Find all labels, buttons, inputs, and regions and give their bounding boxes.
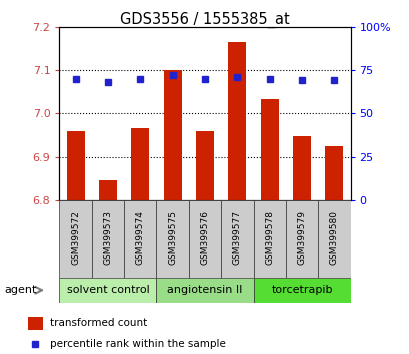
Text: GSM399573: GSM399573 xyxy=(103,210,112,265)
Text: solvent control: solvent control xyxy=(66,285,149,295)
Bar xyxy=(253,278,350,303)
Text: transformed count: transformed count xyxy=(50,318,147,329)
Text: GSM399578: GSM399578 xyxy=(265,210,274,265)
Bar xyxy=(59,278,156,303)
Bar xyxy=(163,70,181,200)
Text: GSM399579: GSM399579 xyxy=(297,210,306,265)
Text: GSM399576: GSM399576 xyxy=(200,210,209,265)
Bar xyxy=(220,200,253,278)
Bar xyxy=(28,317,43,330)
Text: agent: agent xyxy=(4,285,36,295)
Bar xyxy=(59,200,92,278)
Bar xyxy=(189,200,220,278)
Text: angiotensin II: angiotensin II xyxy=(167,285,242,295)
Bar xyxy=(99,181,117,200)
Bar xyxy=(131,129,149,200)
Bar xyxy=(228,42,246,200)
Bar xyxy=(156,200,189,278)
Bar xyxy=(260,99,278,200)
Bar xyxy=(67,131,84,200)
Bar xyxy=(285,200,317,278)
Text: GSM399575: GSM399575 xyxy=(168,210,177,265)
Text: GSM399572: GSM399572 xyxy=(71,210,80,265)
Text: GDS3556 / 1555385_at: GDS3556 / 1555385_at xyxy=(120,11,289,28)
Bar xyxy=(325,146,342,200)
Bar xyxy=(317,200,350,278)
Text: GSM399580: GSM399580 xyxy=(329,210,338,265)
Bar xyxy=(253,200,285,278)
Bar xyxy=(292,136,310,200)
Bar xyxy=(92,200,124,278)
Bar xyxy=(196,131,213,200)
Bar xyxy=(156,278,253,303)
Text: GSM399577: GSM399577 xyxy=(232,210,241,265)
Text: torcetrapib: torcetrapib xyxy=(271,285,332,295)
Text: GSM399574: GSM399574 xyxy=(135,210,144,265)
Text: percentile rank within the sample: percentile rank within the sample xyxy=(50,339,225,349)
Bar xyxy=(124,200,156,278)
